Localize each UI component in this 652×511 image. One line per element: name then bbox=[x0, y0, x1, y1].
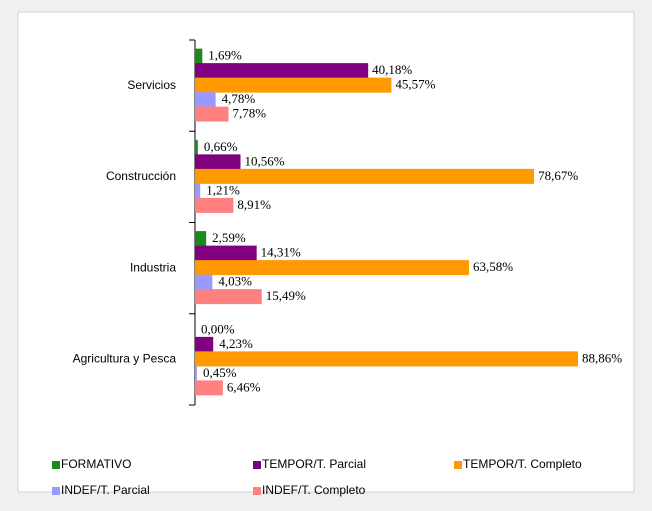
legend-label: TEMPOR/T. Parcial bbox=[262, 457, 366, 471]
legend-swatch bbox=[52, 487, 60, 495]
bar bbox=[195, 336, 214, 352]
bar bbox=[195, 365, 197, 381]
legend-swatch bbox=[52, 461, 60, 469]
value-label: 2,59% bbox=[212, 230, 246, 245]
value-label: 0,66% bbox=[204, 139, 238, 154]
value-label: 6,46% bbox=[227, 379, 261, 394]
value-label: 78,67% bbox=[538, 168, 578, 183]
bar bbox=[195, 106, 229, 122]
value-label: 40,18% bbox=[372, 62, 412, 77]
value-label: 1,21% bbox=[206, 182, 240, 197]
bar bbox=[195, 197, 234, 213]
value-label: 0,45% bbox=[203, 365, 237, 380]
value-label: 45,57% bbox=[395, 77, 435, 92]
bar bbox=[195, 139, 198, 155]
legend-swatch bbox=[253, 487, 261, 495]
value-label: 14,31% bbox=[261, 245, 301, 260]
bar bbox=[195, 260, 470, 276]
legend-label: FORMATIVO bbox=[61, 457, 131, 471]
value-label: 10,56% bbox=[245, 153, 285, 168]
legend-label: INDEF/T. Parcial bbox=[61, 483, 150, 497]
category-label: Industria bbox=[130, 260, 176, 274]
category-label: Servicios bbox=[127, 78, 176, 92]
value-label: 4,03% bbox=[218, 274, 252, 289]
bar bbox=[195, 168, 535, 184]
category-label: Agricultura y Pesca bbox=[73, 352, 177, 366]
bar bbox=[195, 183, 201, 199]
bar bbox=[195, 274, 213, 290]
legend-label: INDEF/T. Completo bbox=[262, 483, 366, 497]
value-label: 4,78% bbox=[222, 91, 256, 106]
bar bbox=[195, 154, 241, 170]
bar bbox=[195, 351, 578, 367]
value-label: 63,58% bbox=[473, 259, 513, 274]
bar bbox=[195, 92, 216, 108]
value-label: 15,49% bbox=[266, 288, 306, 303]
bar bbox=[195, 63, 369, 79]
value-label: 7,78% bbox=[233, 106, 267, 121]
legend-swatch bbox=[253, 461, 261, 469]
bar bbox=[195, 289, 262, 305]
legend-label: TEMPOR/T. Completo bbox=[463, 457, 582, 471]
value-label: 0,00% bbox=[201, 321, 235, 336]
bar bbox=[195, 231, 207, 247]
value-label: 1,69% bbox=[208, 48, 242, 63]
value-label: 4,23% bbox=[219, 336, 253, 351]
bar bbox=[195, 380, 223, 396]
value-label: 88,86% bbox=[582, 350, 622, 365]
legend-swatch bbox=[454, 461, 462, 469]
bar bbox=[195, 245, 257, 261]
value-label: 8,91% bbox=[237, 197, 271, 212]
category-label: Construcción bbox=[106, 169, 176, 183]
bar bbox=[195, 77, 392, 93]
bar bbox=[195, 48, 203, 64]
